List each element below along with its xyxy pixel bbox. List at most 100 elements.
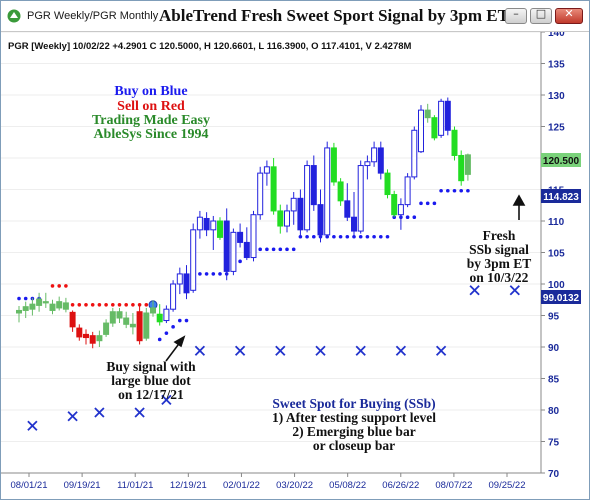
- chart-tab-label[interactable]: PGR Weekly/PGR Monthly: [27, 10, 159, 22]
- stop-dot: [238, 259, 242, 264]
- fresh-line1: Fresh: [483, 228, 516, 243]
- candle: [183, 265, 190, 300]
- x-tick-label: 05/08/22: [329, 480, 366, 491]
- maximize-icon: □: [535, 7, 547, 20]
- window-title: AbleTrend Fresh Sweet Sport Signal by 3p…: [159, 6, 509, 25]
- stop-dot: [97, 302, 102, 307]
- candle: [270, 158, 277, 215]
- ssb-marker: [161, 394, 172, 406]
- stop-dot: [144, 302, 149, 307]
- candle: [42, 292, 49, 308]
- candle: [129, 312, 136, 335]
- level-price-badge: 99.0132: [541, 290, 581, 304]
- candle: [411, 126, 418, 180]
- candle: [69, 310, 76, 332]
- ssb-marker: [194, 345, 206, 356]
- y-tick-label: 80: [548, 406, 560, 417]
- ssb-marker: [315, 345, 326, 356]
- fresh-line2: SSb signal: [469, 242, 529, 257]
- candle: [49, 299, 56, 315]
- stop-dot: [459, 188, 464, 193]
- candle: [83, 329, 89, 345]
- buy-signal-line1: Buy signal with: [106, 359, 196, 374]
- ssb-marker: [435, 345, 447, 356]
- stop-dot: [258, 247, 263, 252]
- y-tick-label: 140: [548, 32, 565, 39]
- x-tick-label: 12/19/21: [170, 480, 207, 491]
- candle: [76, 324, 83, 341]
- y-tick-label: 125: [548, 123, 565, 134]
- candle: [29, 297, 36, 316]
- stop-dot: [285, 247, 289, 252]
- candle: [237, 223, 244, 248]
- candle: [22, 301, 29, 319]
- stop-dot: [184, 318, 189, 323]
- ssb-marker: [27, 420, 38, 431]
- stop-dot: [104, 302, 108, 307]
- stop-price-badge: 114.823: [541, 189, 581, 203]
- stop-dot: [211, 272, 216, 276]
- candle: [397, 198, 404, 230]
- candle: [357, 160, 364, 234]
- close-icon: ✕: [564, 7, 574, 20]
- candle: [196, 210, 203, 239]
- app-icon: [7, 9, 21, 23]
- candle: [217, 217, 223, 240]
- candle: [250, 210, 257, 262]
- stop-dot: [345, 234, 350, 239]
- stop-dot: [372, 234, 376, 239]
- stop-dot: [298, 234, 303, 239]
- stop-dot: [466, 188, 470, 193]
- title-bar[interactable]: PGR Weekly/PGR Monthly AbleTrend Fresh S…: [1, 1, 589, 32]
- ssb-line2: 2) Emerging blue bar: [292, 424, 415, 439]
- x-tick-label: 03/20/22: [276, 480, 313, 491]
- candle: [371, 141, 378, 167]
- stop-dot: [157, 337, 162, 342]
- stop-dot: [124, 302, 128, 307]
- candle: [150, 300, 156, 317]
- candle: [56, 296, 63, 311]
- stop-dot: [57, 284, 61, 288]
- stop-dot: [23, 296, 28, 301]
- x-tick-label: 11/01/21: [117, 480, 153, 491]
- candle: [103, 319, 110, 337]
- candle: [290, 192, 297, 225]
- close-button[interactable]: ✕: [555, 7, 583, 24]
- candle: [16, 306, 22, 323]
- x-tick-label: 08/01/21: [11, 480, 48, 491]
- candle: [96, 330, 103, 347]
- stop-dot: [50, 284, 55, 288]
- legend-ablesys: AbleSys Since 1994: [93, 127, 208, 142]
- y-tick-label: 110: [548, 217, 565, 228]
- candle: [384, 169, 391, 199]
- stop-dot: [17, 296, 21, 301]
- y-axis: 707580859095100105110115120125130135140: [541, 32, 565, 480]
- x-axis: 08/01/21 09/19/21 11/01/21 12/19/21 02/01/22…: [11, 473, 526, 491]
- grid: [1, 32, 541, 474]
- buy-signal-arrowhead: [173, 335, 186, 348]
- y-tick-label: 130: [548, 91, 565, 102]
- candle: [116, 307, 123, 324]
- y-tick-label: 75: [548, 438, 560, 449]
- fresh-arrowhead: [512, 194, 526, 206]
- maximize-button[interactable]: □: [530, 7, 552, 24]
- x-tick-label: 09/25/22: [489, 480, 526, 491]
- candle: [324, 141, 331, 238]
- price-chart[interactable]: PGR [Weekly] 10/02/22 +4.2901 C 120.5000…: [1, 32, 589, 499]
- header-info: PGR [Weekly] 10/02/22 +4.2901 C 120.5000…: [8, 41, 412, 52]
- stop-dot: [84, 302, 88, 307]
- candles: [16, 97, 471, 349]
- ssb-marker: [355, 345, 366, 356]
- candle: [424, 103, 431, 123]
- candle: [62, 297, 69, 313]
- stop-dot: [291, 247, 296, 252]
- minimize-button[interactable]: –: [505, 7, 527, 24]
- level-price-text: 99.0132: [543, 293, 580, 304]
- fresh-line4: on 10/3/22: [470, 270, 529, 285]
- stop-dot: [358, 234, 363, 239]
- stop-dot: [278, 247, 283, 252]
- y-tick-label: 70: [548, 469, 560, 480]
- stop-dot: [365, 234, 370, 239]
- ssb-line3: or closeup bar: [313, 438, 395, 453]
